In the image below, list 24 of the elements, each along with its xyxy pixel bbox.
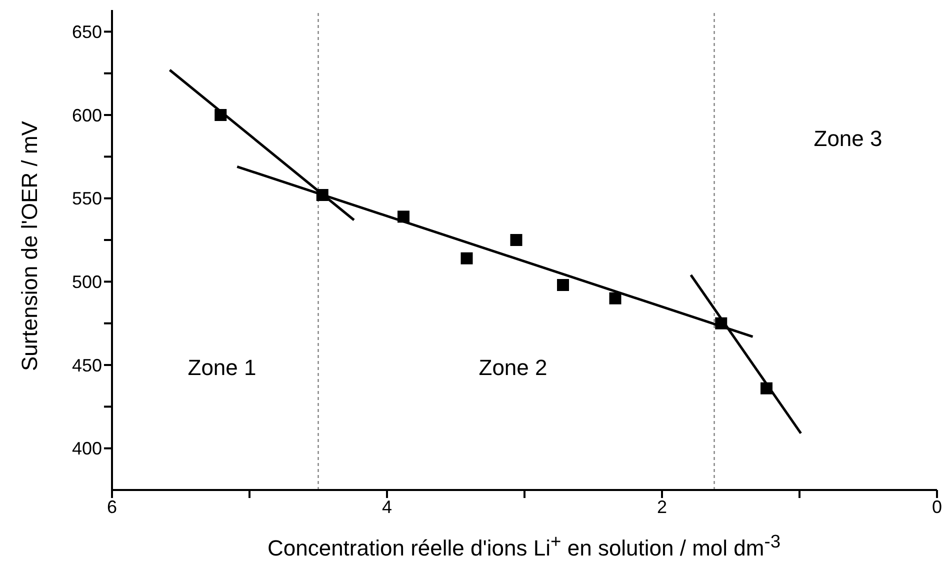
point <box>510 234 522 246</box>
annotation: Zone 3 <box>814 126 882 152</box>
y-tick-label: 400 <box>72 438 102 459</box>
y-tick-label: 550 <box>72 188 102 209</box>
point <box>398 210 410 223</box>
x-tick-label: 0 <box>932 496 942 517</box>
y-tick-label: 500 <box>72 272 102 292</box>
point <box>460 252 473 264</box>
x-tick-label: 6 <box>106 496 118 517</box>
point <box>316 189 328 201</box>
point <box>214 109 227 121</box>
point <box>715 317 728 330</box>
y-axis-title: Surtension de l'OER / mV <box>17 121 43 371</box>
x-axis-title: Concentration réelle d'ions Li$^{+}$ en solution / mol dm$^{-3}$ <box>267 530 781 562</box>
point <box>760 382 772 394</box>
point <box>557 279 569 291</box>
annotation: Zone 1 <box>188 355 256 381</box>
y-tick-label: 650 <box>72 22 102 42</box>
y-tick-label: 600 <box>72 105 102 126</box>
annotation: Zone 2 <box>478 355 548 381</box>
point <box>609 292 622 304</box>
x-tick-label: 4 <box>382 496 392 517</box>
y-tick-label: 450 <box>72 355 102 376</box>
x-tick-label: 2 <box>656 496 668 517</box>
